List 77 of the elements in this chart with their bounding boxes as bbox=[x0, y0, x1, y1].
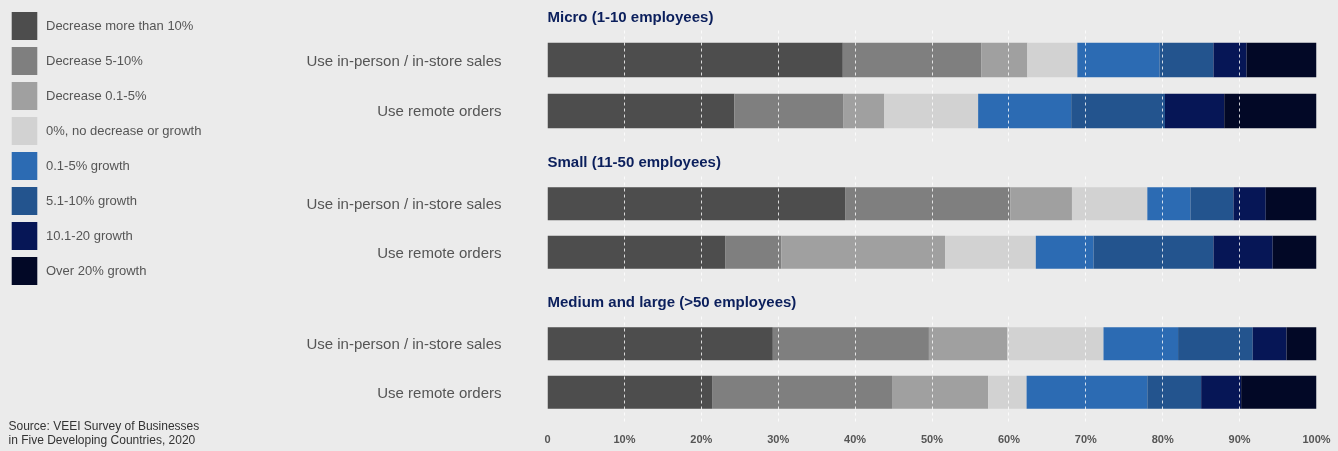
bar bbox=[1201, 375, 1242, 409]
x-tick-label: 80% bbox=[1151, 432, 1174, 445]
bar bbox=[547, 327, 773, 361]
bar bbox=[845, 187, 1011, 221]
bar bbox=[1147, 375, 1202, 409]
y-tick-label: Use in-person / in-store sales bbox=[306, 51, 502, 69]
bar bbox=[547, 93, 735, 129]
y-tick-label: Use remote orders bbox=[377, 383, 502, 401]
bar bbox=[1007, 327, 1104, 361]
bar bbox=[1190, 187, 1234, 221]
y-tick-label: Use in-person / in-store sales bbox=[306, 195, 502, 213]
legend-label: 0%, no decrease or growth bbox=[46, 122, 202, 140]
bar bbox=[1224, 93, 1317, 129]
bar bbox=[1213, 42, 1247, 78]
bar bbox=[945, 235, 1036, 269]
chart-title: Small (11-50 employees) bbox=[547, 152, 721, 170]
bar bbox=[547, 42, 843, 78]
bar bbox=[547, 187, 846, 221]
bar bbox=[1265, 187, 1317, 221]
bar bbox=[1246, 42, 1317, 78]
bar bbox=[988, 375, 1027, 409]
legend-label: 10.1-20 growth bbox=[46, 227, 133, 245]
bar bbox=[1272, 235, 1317, 269]
bar bbox=[1071, 187, 1148, 221]
bar bbox=[1286, 327, 1317, 361]
bar bbox=[1077, 42, 1160, 78]
bar bbox=[725, 235, 782, 269]
bar bbox=[734, 93, 844, 129]
chart-title: Micro (1-10 employees) bbox=[547, 7, 714, 25]
bar bbox=[1010, 187, 1072, 221]
bar bbox=[1103, 327, 1179, 361]
x-tick-label: 50% bbox=[920, 432, 944, 445]
bar bbox=[1027, 42, 1078, 78]
bar bbox=[978, 93, 1072, 129]
bar bbox=[1147, 187, 1191, 221]
x-tick-label: 10% bbox=[613, 432, 636, 445]
bar bbox=[884, 93, 979, 129]
x-tick-label: 90% bbox=[1228, 432, 1251, 445]
legend-label: Decrease 5-10% bbox=[46, 52, 143, 70]
bar bbox=[1071, 93, 1166, 129]
y-tick-label: Use remote orders bbox=[377, 102, 502, 120]
y-tick-label: Use in-person / in-store sales bbox=[306, 335, 502, 353]
bar bbox=[892, 375, 989, 409]
bar bbox=[1252, 327, 1287, 361]
x-tick-label: 40% bbox=[844, 432, 867, 445]
bar bbox=[928, 327, 1008, 361]
bar bbox=[772, 327, 929, 361]
x-tick-label: 20% bbox=[690, 432, 713, 445]
bar bbox=[1213, 235, 1273, 269]
bar bbox=[1241, 375, 1317, 409]
bar bbox=[781, 235, 946, 269]
bar bbox=[547, 235, 726, 269]
legend-label: Decrease more than 10% bbox=[46, 17, 194, 35]
bar bbox=[547, 375, 713, 409]
x-tick-label: 30% bbox=[767, 432, 790, 445]
bar bbox=[1093, 235, 1214, 269]
legend-label: Decrease 0.1-5% bbox=[46, 87, 147, 105]
bar bbox=[712, 375, 893, 409]
bar bbox=[1035, 235, 1094, 269]
bar bbox=[1026, 375, 1148, 409]
bar bbox=[842, 42, 982, 78]
bar bbox=[1159, 42, 1214, 78]
bar bbox=[1233, 187, 1266, 221]
source-note: Source: VEEI Survey of Businesses in Five Developing Countries, 2020 bbox=[8, 418, 200, 447]
x-tick-label: 0 bbox=[544, 432, 551, 445]
bar bbox=[981, 42, 1028, 78]
legend-label: 0.1-5% growth bbox=[46, 157, 130, 175]
y-tick-label: Use remote orders bbox=[377, 243, 502, 261]
bar bbox=[843, 93, 885, 129]
chart-title: Medium and large (>50 employees) bbox=[547, 292, 797, 310]
x-tick-label: 70% bbox=[1074, 432, 1098, 445]
x-tick-label: 60% bbox=[997, 432, 1021, 445]
legend-label: Over 20% growth bbox=[46, 262, 147, 280]
legend-label: 5.1-10% growth bbox=[46, 192, 138, 210]
bar bbox=[1178, 327, 1253, 361]
x-tick-label: 100% bbox=[1302, 432, 1331, 445]
bar bbox=[1165, 93, 1225, 129]
